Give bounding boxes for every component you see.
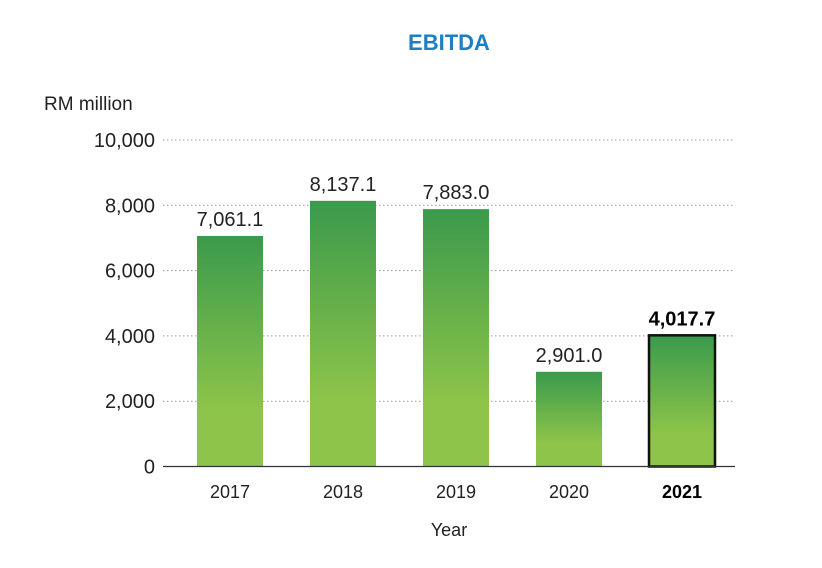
y-tick-label: 2,000 (105, 391, 155, 413)
bars (197, 200, 717, 468)
x-tick-label-2019: 2019 (436, 482, 476, 502)
bar-2017 (197, 235, 263, 467)
data-label-2017: 7,061.1 (197, 209, 264, 231)
y-axis-ticks: 0 2,000 4,000 6,000 8,000 10,000 (94, 130, 155, 479)
x-tick-label-2018: 2018 (323, 482, 363, 502)
bar-2020 (536, 371, 602, 467)
y-tick-label: 4,000 (105, 326, 155, 348)
x-tick-label-2021: 2021 (662, 482, 702, 502)
y-tick-label: 10,000 (94, 130, 155, 152)
bar-2021 (647, 334, 717, 468)
grid-lines (163, 139, 735, 402)
x-tick-label-2020: 2020 (549, 482, 589, 502)
y-tick-label: 6,000 (105, 261, 155, 283)
bar-2019 (423, 209, 489, 467)
chart-title: EBITDA (408, 30, 490, 55)
data-label-2021: 4,017.7 (649, 308, 716, 330)
bar-2018 (310, 200, 376, 467)
data-label-2019: 7,883.0 (423, 182, 490, 204)
y-unit-label: RM million (44, 94, 133, 115)
x-axis-label: Year (431, 520, 467, 540)
data-label-2020: 2,901.0 (536, 345, 603, 367)
y-tick-label: 0 (144, 457, 155, 479)
x-axis-ticks: 2017 2018 2019 2020 2021 (210, 482, 702, 502)
x-tick-label-2017: 2017 (210, 482, 250, 502)
data-label-2018: 8,137.1 (310, 174, 377, 196)
y-tick-label: 8,000 (105, 195, 155, 217)
data-labels: 7,061.1 8,137.1 7,883.0 2,901.0 4,017.7 (197, 174, 716, 367)
